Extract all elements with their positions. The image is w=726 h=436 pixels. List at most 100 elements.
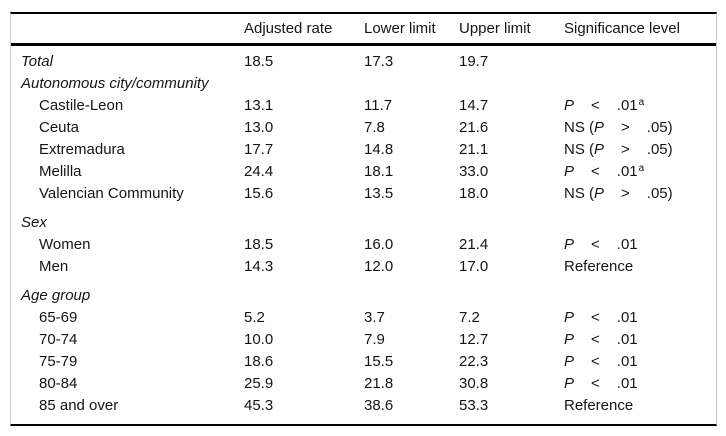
row-label: Autonomous city/community [21,74,209,92]
significance-prefix: NS ( [564,118,594,136]
adjusted-rate-value: 15.6 [244,184,274,202]
adjusted-rate-value: 18.6 [244,352,274,370]
p-symbol: P [594,118,605,136]
upper-limit-value: 53.3 [459,396,489,414]
adjusted-rate-value: 5.2 [244,308,265,326]
table-row: Men 14.3 12.0 17.0 Reference [11,255,716,277]
significance-operator: < [591,308,600,326]
significance-prefix: NS ( [564,140,594,158]
upper-limit-value: 21.1 [459,140,489,158]
upper-limit-value: 12.7 [459,330,489,348]
significance-value: Reference [564,257,634,275]
table-row: Sex [11,211,716,233]
lower-limit-value: 14.8 [364,140,394,158]
table-row: Women 18.5 16.0 21.4 P < .01 [11,233,716,255]
lower-limit-value: 38.6 [364,396,394,414]
adjusted-rate-value: 18.5 [244,235,274,253]
row-label: Women [39,235,91,253]
lower-limit-value: 21.8 [364,374,394,392]
adjusted-rate-value: 10.0 [244,330,274,348]
header-cell-adjusted-rate: Adjusted rate [244,20,333,37]
lower-limit-value: 3.7 [364,308,385,326]
row-label: Melilla [39,162,82,180]
significance-value: P < .01 [564,331,716,348]
significance-threshold: .01 [616,96,638,114]
table-row: Total 18.5 17.3 19.7 [11,50,716,72]
table-row: Extremadura 17.7 14.8 21.1 NS (P > .05) [11,138,716,160]
p-symbol: P [564,162,575,180]
significance-threshold: .05) [646,184,673,202]
significance-threshold: .01 [616,352,638,370]
header-cell-significance-level: Significance level [564,20,680,37]
table-row: 70-74 10.0 7.9 12.7 P < .01 [11,328,716,350]
upper-limit-value: 33.0 [459,162,489,180]
adjusted-rate-value: 45.3 [244,396,274,414]
significance-value: P < .01 [564,353,716,370]
row-label: 75-79 [39,352,78,370]
significance-operator: < [591,374,600,392]
table-row: 85 and over 45.3 38.6 53.3 Reference [11,394,716,416]
significance-value: P < .01a [564,163,716,180]
row-label: Men [39,257,69,275]
adjusted-rate-value: 17.7 [244,140,274,158]
footnote-marker: a [638,162,645,174]
significance-operator: > [621,184,630,202]
header-cell-lower-limit: Lower limit [364,20,436,37]
lower-limit-value: 18.1 [364,162,394,180]
significance-value: P < .01 [564,236,716,253]
header-cell-upper-limit: Upper limit [459,20,531,37]
adjusted-rate-value: 18.5 [244,52,274,70]
significance-operator: < [591,162,600,180]
significance-operator: < [591,96,600,114]
significance-operator: < [591,352,600,370]
table-row: Melilla 24.4 18.1 33.0 P < .01a [11,160,716,182]
upper-limit-value: 30.8 [459,374,489,392]
adjusted-rate-value: 14.3 [244,257,274,275]
row-label: 85 and over [39,396,119,414]
significance-operator: < [591,235,600,253]
upper-limit-value: 22.3 [459,352,489,370]
adjusted-rate-value: 25.9 [244,374,274,392]
significance-value: P < .01a [564,97,716,114]
row-label: Valencian Community [39,184,184,202]
p-symbol: P [564,330,575,348]
significance-value: P < .01 [564,309,716,326]
table-row: 80-84 25.9 21.8 30.8 P < .01 [11,372,716,394]
lower-limit-value: 7.9 [364,330,385,348]
adjusted-rate-value: 13.1 [244,96,274,114]
p-symbol: P [564,352,575,370]
p-symbol: P [564,96,575,114]
row-label: 70-74 [39,330,78,348]
p-symbol: P [594,184,605,202]
upper-limit-value: 21.4 [459,235,489,253]
row-label: Extremadura [39,140,125,158]
upper-limit-value: 14.7 [459,96,489,114]
adjusted-rate-value: 24.4 [244,162,274,180]
significance-operator: > [621,118,630,136]
significance-operator: > [621,140,630,158]
table-row: Castile-Leon 13.1 11.7 14.7 P < .01a [11,94,716,116]
footnote-marker: a [638,96,645,108]
table-body: Total 18.5 17.3 19.7 Autonomous city/communi… [11,46,716,424]
lower-limit-value: 11.7 [364,96,393,114]
row-label: Ceuta [39,118,80,136]
significance-threshold: .01 [616,374,638,392]
table-row: 75-79 18.6 15.5 22.3 P < .01 [11,350,716,372]
lower-limit-value: 12.0 [364,257,394,275]
significance-threshold: .01 [616,330,638,348]
stats-table: Adjusted rate Lower limit Upper limit Si… [10,12,717,426]
significance-value: NS (P > .05) [564,141,716,158]
upper-limit-value: 18.0 [459,184,489,202]
row-label: 80-84 [39,374,78,392]
lower-limit-value: 7.8 [364,118,385,136]
p-symbol: P [564,374,575,392]
lower-limit-value: 16.0 [364,235,394,253]
significance-threshold: .05) [646,140,673,158]
significance-value: Reference [564,396,634,414]
row-label: Total [21,52,53,70]
significance-threshold: .01 [616,308,638,326]
significance-threshold: .01 [616,162,638,180]
significance-value: NS (P > .05) [564,185,716,202]
row-label: Sex [21,213,47,231]
upper-limit-value: 19.7 [459,52,489,70]
